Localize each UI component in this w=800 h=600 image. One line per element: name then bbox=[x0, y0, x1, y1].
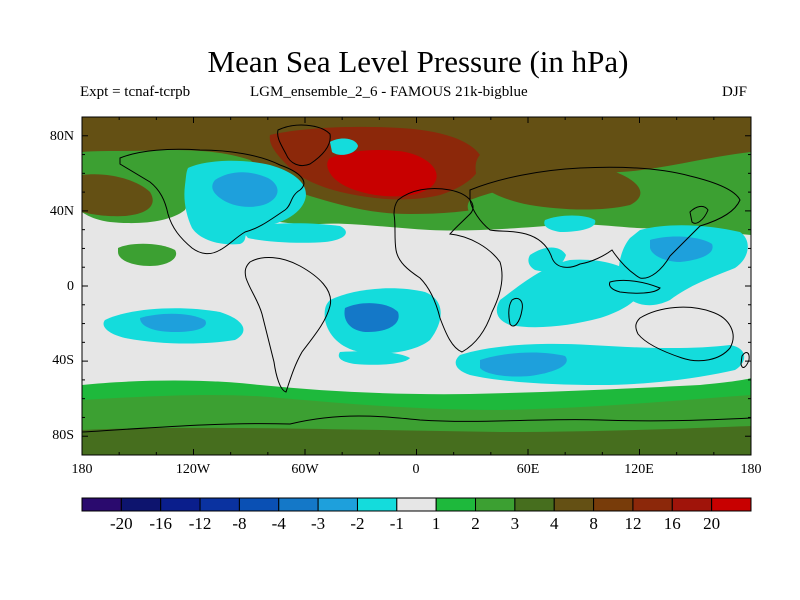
colorbar-label: -16 bbox=[149, 514, 173, 533]
colorbar-swatch bbox=[160, 497, 201, 512]
east-pacific-green-patch bbox=[118, 243, 177, 266]
lon-label-180e: 180 bbox=[740, 462, 762, 477]
colorbar-swatch bbox=[81, 497, 122, 512]
colorbar-label: 4 bbox=[549, 514, 559, 533]
colorbar-swatch bbox=[120, 497, 162, 512]
colorbar-swatch bbox=[278, 497, 319, 512]
experiment-label: Expt = tcnaf-tcrpb bbox=[80, 84, 191, 100]
colorbar-swatch bbox=[199, 497, 240, 512]
colorbar-label: -4 bbox=[271, 514, 286, 533]
south-atlantic-cyan-extension bbox=[338, 351, 410, 365]
south-america-coastline bbox=[244, 257, 332, 393]
colorbar bbox=[81, 497, 752, 512]
north-america-blue-core bbox=[212, 172, 278, 207]
europe-africa-coastline bbox=[393, 187, 503, 353]
greenland-coastline bbox=[277, 124, 331, 167]
lat-label-80n: 80N bbox=[49, 129, 74, 144]
arabian-sea-cyan bbox=[528, 247, 566, 272]
madagascar-coastline bbox=[508, 297, 523, 327]
western-pacific-blue bbox=[650, 236, 713, 262]
colorbar-swatch bbox=[553, 497, 595, 512]
lat-label-80s: 80S bbox=[52, 428, 74, 443]
new-zealand-coastline bbox=[740, 352, 750, 368]
axis-ticks bbox=[81, 116, 752, 456]
lon-label-60e: 60E bbox=[516, 462, 540, 477]
lat-label-0: 0 bbox=[67, 279, 74, 294]
lat-label-40s: 40S bbox=[52, 353, 74, 368]
colorbar-label: 2 bbox=[471, 514, 480, 533]
colorbar-swatch bbox=[435, 497, 477, 512]
colorbar-swatch bbox=[711, 497, 752, 512]
colorbar-label: 1 bbox=[431, 514, 441, 533]
colorbar-swatch bbox=[238, 497, 280, 512]
south-pacific-blue bbox=[140, 313, 206, 332]
colorbar-swatch bbox=[475, 497, 516, 512]
lon-label-120w: 120W bbox=[175, 462, 211, 477]
lon-label-60w: 60W bbox=[291, 462, 319, 477]
colorbar-label: 12 bbox=[624, 514, 642, 533]
colorbar-label: 16 bbox=[663, 514, 681, 533]
run-label: LGM_ensemble_2_6 - FAMOUS 21k-bigblue bbox=[250, 84, 528, 100]
australia-coastline bbox=[635, 306, 734, 362]
colorbar-label: -3 bbox=[311, 514, 326, 533]
lon-label-0: 0 bbox=[412, 462, 420, 477]
indian-ocean-cyan bbox=[496, 259, 641, 328]
north-atlantic-red-core bbox=[327, 150, 437, 197]
lat-label-40n: 40N bbox=[49, 204, 74, 219]
colorbar-swatch bbox=[396, 497, 437, 512]
arctic-cyan-patch bbox=[330, 138, 358, 155]
lon-label-180w: 180 bbox=[71, 462, 93, 477]
colorbar-label: -8 bbox=[232, 514, 247, 533]
pressure-field bbox=[82, 117, 751, 455]
southern-brown-band bbox=[82, 426, 751, 455]
colorbar-swatch bbox=[593, 497, 634, 512]
arabia-cyan-patch bbox=[544, 215, 596, 232]
chart-title: Mean Sea Level Pressure (in hPa) bbox=[207, 44, 629, 79]
south-atlantic-blue bbox=[344, 303, 399, 332]
coastlines bbox=[82, 124, 751, 433]
indonesia-coastline bbox=[609, 279, 661, 294]
lon-label-120e: 120E bbox=[624, 462, 654, 477]
colorbar-label: 3 bbox=[510, 514, 520, 533]
colorbar-label: 20 bbox=[703, 514, 721, 533]
north-america-coastline bbox=[119, 148, 305, 255]
subtropical-atlantic-cyan bbox=[240, 223, 346, 243]
colorbar-label: -2 bbox=[350, 514, 365, 533]
colorbar-swatch bbox=[514, 497, 555, 512]
colorbar-label: -1 bbox=[389, 514, 404, 533]
colorbar-swatch bbox=[356, 497, 398, 512]
colorbar-label: 8 bbox=[589, 514, 598, 533]
antarctica-coastline bbox=[82, 415, 751, 433]
colorbar-swatch bbox=[317, 497, 358, 512]
colorbar-label: -20 bbox=[110, 514, 133, 533]
north-pacific-brown bbox=[82, 174, 153, 217]
colorbar-swatch bbox=[632, 497, 673, 512]
japan-coastline bbox=[689, 205, 709, 224]
colorbar-swatch bbox=[671, 497, 713, 512]
south-indian-blue bbox=[480, 352, 567, 377]
season-label: DJF bbox=[722, 84, 748, 100]
colorbar-label: -12 bbox=[188, 514, 212, 533]
asia-coastline bbox=[469, 166, 741, 279]
